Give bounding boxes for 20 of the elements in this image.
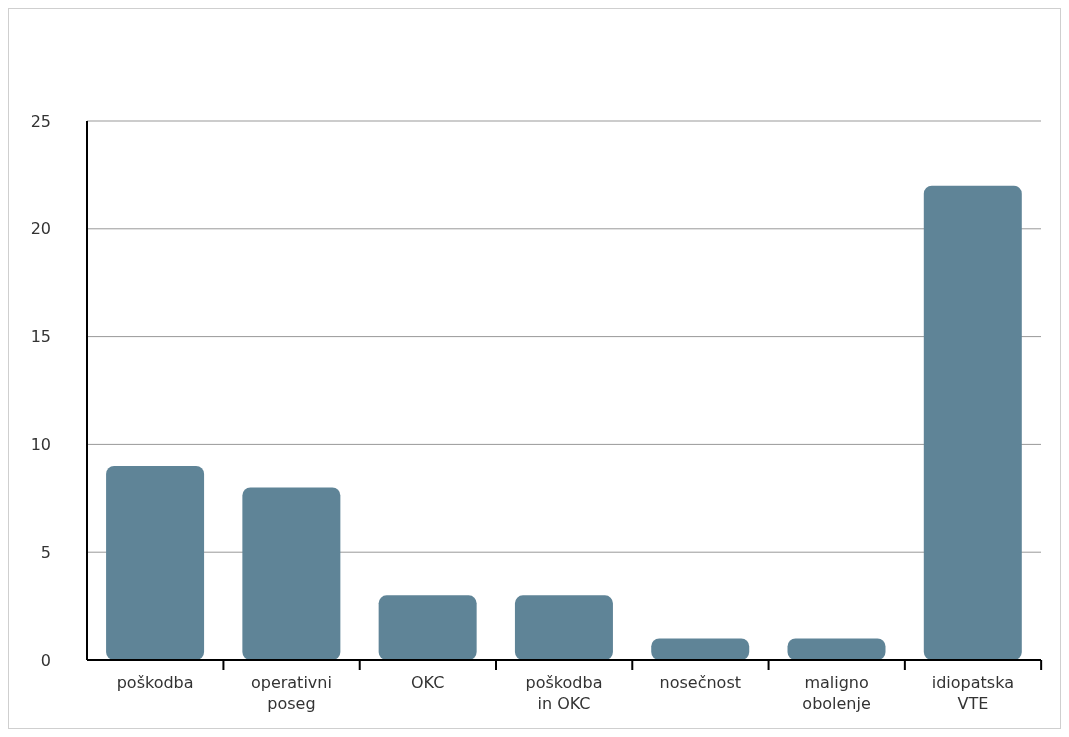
y-tick-label: 5 [40, 542, 51, 562]
x-tick-label: poškodba in OKC [525, 673, 603, 713]
bar [923, 185, 1022, 660]
x-tick-label: maligno obolenje [802, 673, 871, 713]
bar [242, 487, 341, 660]
y-tick-label: 25 [30, 111, 51, 131]
y-tick-label: 10 [30, 435, 51, 455]
bar [514, 595, 613, 660]
x-tick-label: OKC [411, 673, 445, 692]
x-tick-label: idiopatska VTE [931, 673, 1014, 713]
y-tick-label: 15 [30, 327, 51, 347]
y-tick-label: 0 [40, 650, 51, 670]
x-tick-label: poškodba [116, 673, 194, 692]
bar [106, 465, 205, 660]
bar [651, 638, 750, 660]
x-tick-label: nosečnost [659, 673, 742, 692]
y-tick-label: 20 [30, 219, 51, 239]
bar [378, 595, 477, 660]
x-tick-label: operativni poseg [250, 673, 332, 713]
bar [787, 638, 886, 660]
